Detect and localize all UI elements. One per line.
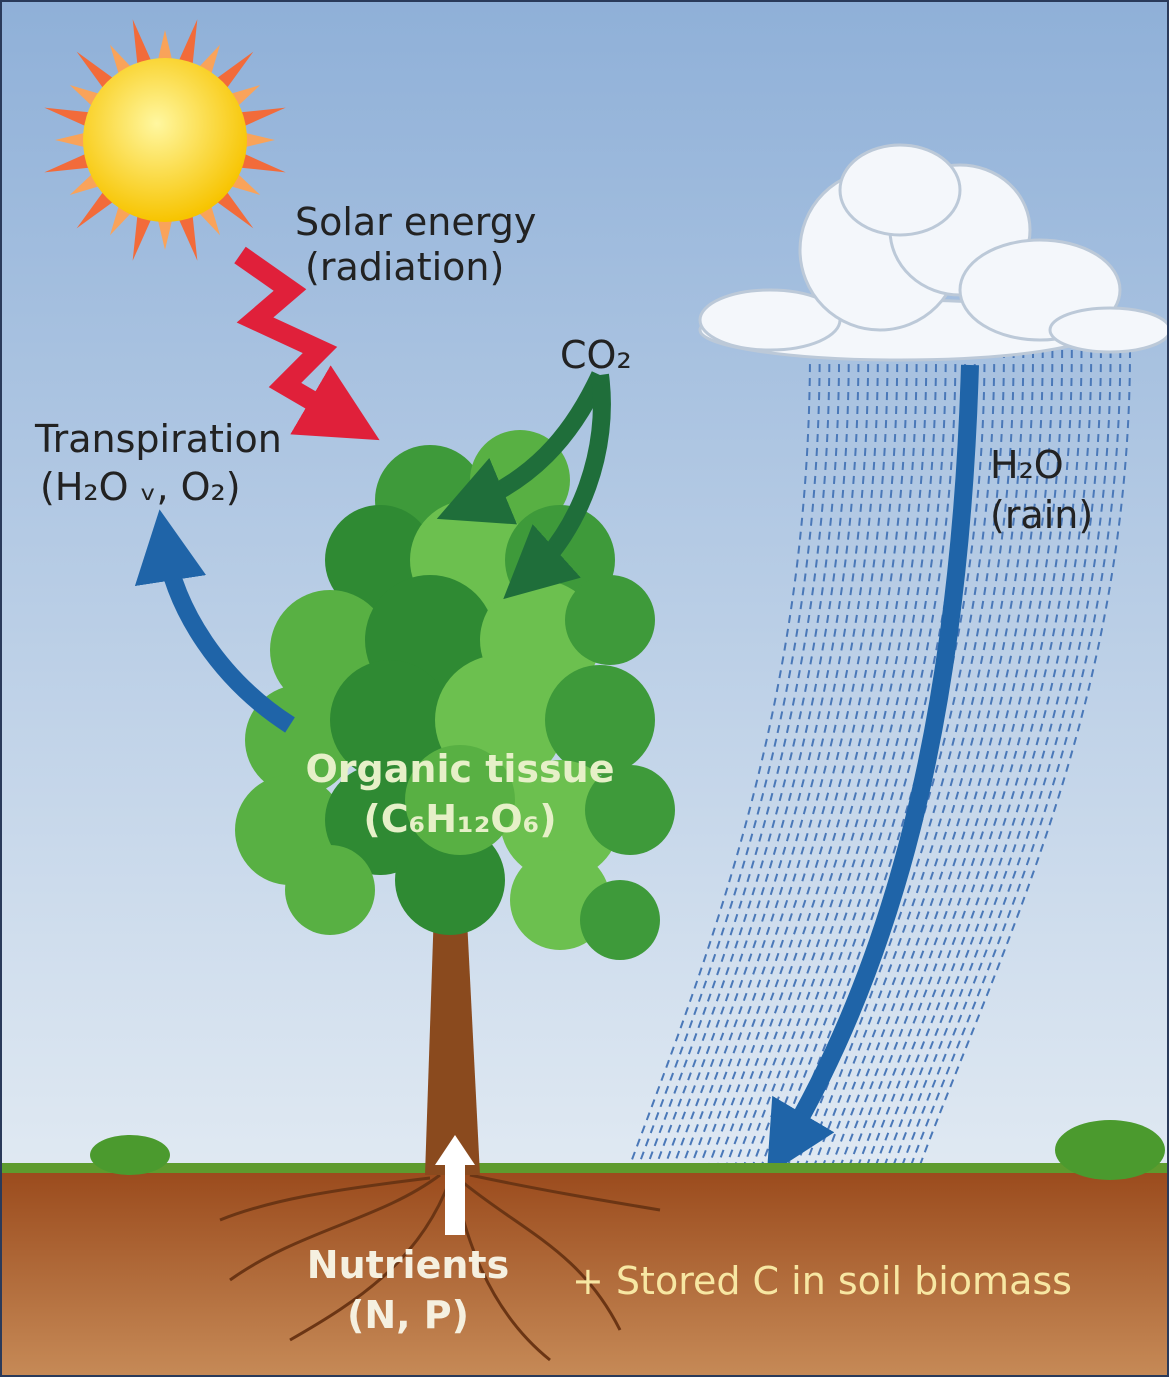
label-line: (radiation) bbox=[305, 245, 504, 289]
label-line: + Stored C in soil biomass bbox=[572, 1259, 1072, 1303]
leaf-cluster bbox=[285, 845, 375, 935]
label-line: Solar energy bbox=[295, 200, 536, 244]
label-line: (H₂O ᵥ, O₂) bbox=[40, 465, 241, 509]
label-line: H₂O bbox=[990, 443, 1064, 487]
leaf-cluster bbox=[580, 880, 660, 960]
label-line: (C₆H₁₂O₆) bbox=[363, 797, 556, 841]
label-line: Transpiration bbox=[34, 417, 282, 461]
page: Solar energy (radiation) CO₂ Transpirati… bbox=[0, 0, 1169, 1377]
leaf-cluster bbox=[565, 575, 655, 665]
label-line: (N, P) bbox=[347, 1293, 469, 1337]
label-line: Organic tissue bbox=[306, 747, 615, 791]
label-line: CO₂ bbox=[560, 333, 632, 377]
sun bbox=[83, 58, 247, 222]
label-line: Nutrients bbox=[307, 1243, 509, 1287]
diagram: Solar energy (radiation) CO₂ Transpirati… bbox=[0, 0, 1169, 1377]
label-line: (rain) bbox=[990, 493, 1093, 537]
